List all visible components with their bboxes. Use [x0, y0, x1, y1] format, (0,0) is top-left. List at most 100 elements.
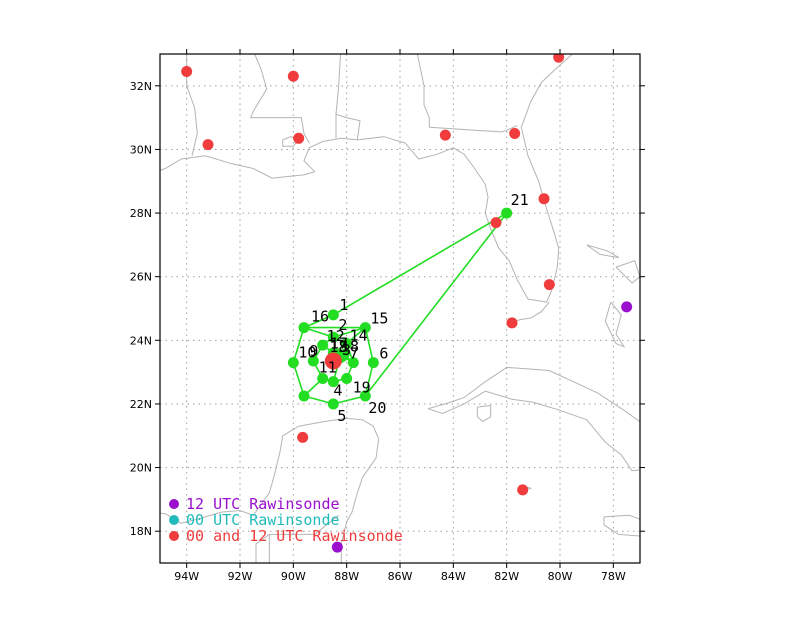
dropsonde-marker — [341, 372, 353, 384]
dropsonde-label: 5 — [337, 407, 346, 425]
dropsonde-marker — [327, 331, 339, 343]
rawinsonde-site-marker — [506, 317, 518, 329]
dropsonde-label: 4 — [333, 382, 342, 400]
dropsonde-label: 2 — [338, 316, 347, 334]
dropsonde-label: 13 — [329, 338, 347, 356]
dropsonde-marker — [359, 322, 371, 334]
dropsonde-label: 9 — [309, 342, 318, 360]
rawinsonde-site-marker — [439, 129, 451, 141]
rawinsonde-site-marker — [517, 484, 529, 496]
legend-label: 12 UTC Rawinsonde — [186, 495, 340, 513]
dropsonde-label: 16 — [311, 308, 329, 326]
coastline-segment — [476, 404, 492, 423]
x-tick-label: 92W — [228, 570, 253, 583]
dropsonde-marker — [338, 349, 350, 361]
y-tick-label: 24N — [130, 334, 152, 347]
x-tick-label: 88W — [334, 570, 359, 583]
rawinsonde-site-marker — [181, 65, 193, 77]
x-tick-label: 78W — [601, 570, 626, 583]
storm-center-marker — [324, 352, 342, 370]
rawinsonde-site-marker — [553, 54, 565, 63]
dropsonde-marker — [341, 337, 353, 349]
dropsonde-label: 17 — [330, 335, 348, 353]
y-tick-label: 18N — [130, 525, 152, 538]
legend-marker — [169, 499, 179, 509]
dropsonde-label: 3 — [342, 341, 351, 359]
y-tick-label: 32N — [130, 80, 152, 93]
y-tick-label: 26N — [130, 271, 152, 284]
dropsonde-label: 10 — [298, 344, 316, 362]
dropsonde-marker — [367, 357, 379, 369]
dropsonde-label: 18 — [341, 338, 359, 356]
dropsonde-marker — [327, 309, 339, 321]
dropsonde-marker — [501, 207, 513, 219]
coastline-segment — [160, 417, 380, 563]
rawinsonde-site-marker — [202, 139, 214, 151]
coastline-segment — [615, 260, 640, 284]
y-tick-label: 20N — [130, 462, 152, 475]
coastline-segment — [429, 125, 518, 133]
axes: 94W 92W 90W 88W 86W 84W 82W 80W 78W 18N 20N 22N 24N 2… — [130, 49, 645, 583]
coastline-segment — [186, 54, 198, 156]
coastline-segment — [604, 301, 626, 348]
dropsonde-marker — [317, 339, 329, 351]
dropsonde-label: 14 — [350, 326, 368, 344]
legend-label: 00 UTC Rawinsonde — [186, 511, 340, 529]
rawinsonde-site-marker — [331, 541, 343, 553]
rawinsonde-site-marker — [538, 193, 550, 205]
dropsonde-label: 21 — [511, 191, 529, 209]
dropsonde-marker — [317, 372, 329, 384]
x-tick-label: 80W — [548, 570, 573, 583]
dropsonde-label: 15 — [370, 310, 388, 328]
y-tick-label: 28N — [130, 207, 152, 220]
rawinsonde-site-marker — [287, 70, 299, 82]
flight-track-line — [292, 212, 508, 405]
rawinsonde-site-marker — [621, 301, 633, 313]
dropsonde-marker — [347, 357, 359, 369]
dropsonde-marker — [287, 357, 299, 369]
dropsonde-label: 8 — [339, 338, 348, 356]
coastline-segment — [639, 292, 640, 294]
rawinsonde-sites — [181, 54, 633, 553]
y-tick-label: 22N — [130, 398, 152, 411]
coastline-segment — [335, 54, 361, 140]
rawinsonde-site-marker — [543, 279, 555, 291]
y-tick-label: 30N — [130, 143, 152, 156]
coastline-segment — [603, 514, 640, 537]
dropsonde-label: 7 — [349, 345, 358, 363]
coastlines — [160, 54, 640, 563]
dropsonde-label: 11 — [319, 358, 337, 376]
x-tick-label: 84W — [441, 570, 466, 583]
x-tick-label: 86W — [388, 570, 413, 583]
legend-marker — [169, 531, 179, 541]
coastline-segment — [511, 301, 550, 324]
dropsonde-label: 6 — [379, 345, 388, 363]
legend-label: 00 and 12 UTC Rawinsonde — [186, 527, 403, 545]
coastline-segment — [160, 54, 574, 303]
dropsonde-label: 12 — [327, 327, 345, 345]
coastline-segment — [249, 54, 310, 144]
flight-track — [292, 212, 508, 405]
rawinsonde-site-marker — [293, 132, 305, 144]
x-tick-label: 82W — [494, 570, 519, 583]
coastline-segment — [586, 244, 619, 259]
legend-marker — [169, 515, 179, 525]
dropsonde-marker — [359, 390, 371, 402]
dropsonde-marker — [307, 355, 319, 367]
dropsonde-marker — [327, 398, 339, 410]
rawinsonde-site-marker — [509, 128, 521, 140]
coastline-segment — [427, 366, 640, 472]
dropsonde-marker — [298, 390, 310, 402]
dropsonde-marker — [327, 376, 339, 388]
coastline-segment — [416, 54, 430, 128]
dropsonde-label: 1 — [339, 296, 348, 314]
dropsonde-label: 19 — [353, 378, 371, 396]
dropsonde-marker — [298, 322, 310, 334]
x-tick-label: 90W — [281, 570, 306, 583]
rawinsonde-site-marker — [490, 217, 502, 229]
x-tick-label: 94W — [174, 570, 199, 583]
graticule — [160, 54, 640, 563]
